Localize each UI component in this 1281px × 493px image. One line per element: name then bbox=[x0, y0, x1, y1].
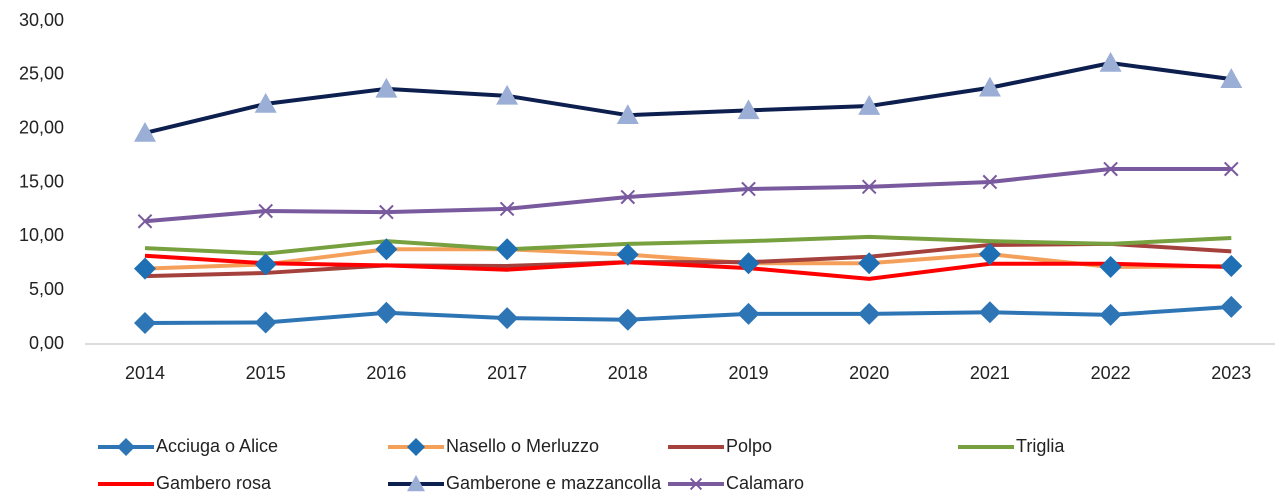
marker bbox=[737, 252, 760, 275]
x-tick-label: 2014 bbox=[125, 363, 165, 383]
legend-label: Polpo bbox=[726, 436, 772, 456]
x-tick-label: 2018 bbox=[608, 363, 648, 383]
marker bbox=[117, 438, 135, 456]
marker bbox=[982, 174, 998, 190]
marker bbox=[134, 257, 156, 280]
y-tick-label: 20,00 bbox=[19, 117, 64, 137]
marker bbox=[861, 179, 877, 195]
marker bbox=[1099, 303, 1122, 326]
x-tick-label: 2021 bbox=[970, 363, 1010, 383]
marker bbox=[1099, 256, 1122, 279]
marker bbox=[978, 243, 1001, 266]
x-tick-label: 2015 bbox=[246, 363, 286, 383]
line bbox=[144, 304, 1232, 326]
legend-label: Gamberone e mazzancolla bbox=[446, 473, 662, 493]
legend-label: Gambero rosa bbox=[156, 473, 272, 493]
marker bbox=[737, 99, 760, 120]
marker bbox=[254, 92, 277, 113]
marker bbox=[499, 201, 515, 217]
marker bbox=[978, 301, 1001, 324]
marker bbox=[379, 204, 394, 220]
marker bbox=[1099, 51, 1122, 72]
marker bbox=[258, 203, 274, 219]
marker bbox=[689, 477, 703, 491]
marker bbox=[616, 104, 639, 125]
y-tick-label: 30,00 bbox=[19, 10, 64, 30]
line bbox=[144, 234, 1232, 256]
marker bbox=[375, 301, 398, 324]
x-tick-label: 2020 bbox=[849, 363, 889, 383]
y-tick-label: 25,00 bbox=[19, 64, 64, 84]
marker bbox=[496, 238, 519, 261]
marker bbox=[1220, 68, 1243, 88]
x-tick-label: 2022 bbox=[1091, 363, 1131, 383]
marker bbox=[620, 189, 636, 205]
marker bbox=[737, 302, 760, 325]
y-tick-label: 15,00 bbox=[19, 171, 64, 191]
marker bbox=[616, 243, 639, 266]
x-tick-label: 2016 bbox=[366, 363, 406, 383]
marker bbox=[137, 213, 153, 229]
marker bbox=[254, 311, 277, 334]
marker bbox=[858, 302, 881, 325]
legend-label: Acciuga o Alice bbox=[156, 436, 278, 456]
marker bbox=[1223, 161, 1239, 177]
marker bbox=[407, 438, 425, 456]
marker bbox=[858, 252, 881, 275]
y-tick-label: 10,00 bbox=[19, 225, 64, 245]
legend-label: Triglia bbox=[1016, 436, 1065, 456]
marker bbox=[1220, 295, 1243, 318]
legend-label: Calamaro bbox=[726, 473, 804, 493]
marker bbox=[375, 238, 398, 261]
legend-label: Nasello o Merluzzo bbox=[446, 436, 599, 456]
marker bbox=[1220, 254, 1243, 277]
marker bbox=[254, 253, 277, 276]
marker bbox=[496, 307, 519, 330]
marker bbox=[496, 84, 519, 105]
marker bbox=[858, 95, 881, 115]
line bbox=[144, 167, 1232, 224]
y-tick-label: 5,00 bbox=[29, 279, 64, 299]
marker bbox=[134, 121, 156, 142]
x-tick-label: 2019 bbox=[728, 363, 768, 383]
y-tick-label: 0,00 bbox=[29, 333, 64, 353]
x-tick-label: 2017 bbox=[487, 363, 527, 383]
marker bbox=[616, 308, 639, 331]
line bbox=[144, 253, 1232, 281]
marker bbox=[1103, 161, 1118, 177]
marker bbox=[978, 76, 1001, 97]
line bbox=[144, 60, 1232, 135]
line bbox=[144, 247, 1232, 271]
marker bbox=[375, 77, 398, 98]
x-tick-label: 2023 bbox=[1211, 363, 1251, 383]
marker bbox=[407, 475, 425, 492]
marker bbox=[134, 312, 156, 335]
marker bbox=[741, 181, 756, 197]
